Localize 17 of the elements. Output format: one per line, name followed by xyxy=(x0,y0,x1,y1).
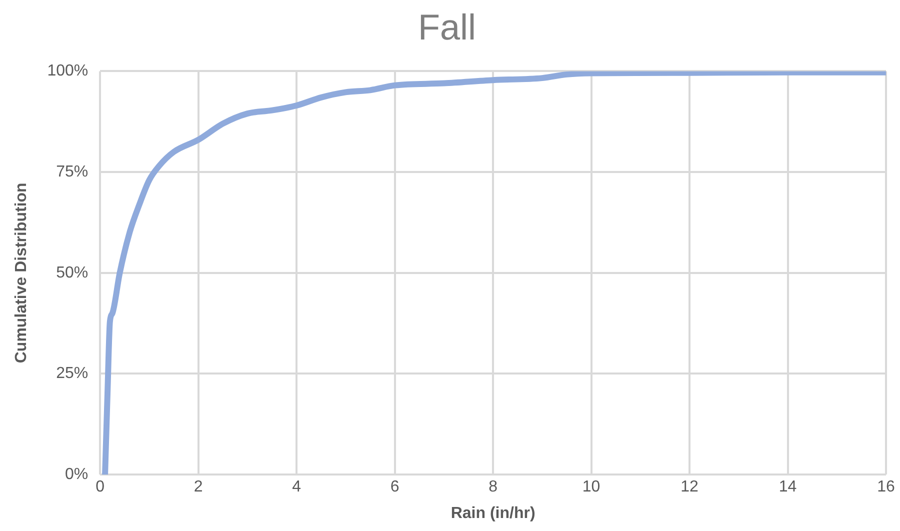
y-tick-label: 0% xyxy=(64,466,88,484)
y-tick-label: 75% xyxy=(56,163,88,180)
x-tick-label: 12 xyxy=(680,478,699,496)
x-tick-label: 2 xyxy=(194,478,203,496)
x-tick-label: 8 xyxy=(488,478,498,496)
x-tick-label: 10 xyxy=(582,478,600,496)
x-tick-label: 4 xyxy=(292,478,302,496)
y-tick-label: 100% xyxy=(47,62,88,80)
x-tick-label: 6 xyxy=(390,478,400,496)
y-axis-title: Cumulative Distribution xyxy=(13,182,30,364)
x-tick-label: 16 xyxy=(877,478,895,496)
y-tick-label: 25% xyxy=(56,365,88,382)
chart-title: Fall xyxy=(418,6,476,48)
x-tick-label: 0 xyxy=(96,478,105,496)
x-axis-title: Rain (in/hr) xyxy=(450,504,536,522)
x-tick-label: 14 xyxy=(778,478,797,496)
y-tick-label: 50% xyxy=(56,264,88,282)
